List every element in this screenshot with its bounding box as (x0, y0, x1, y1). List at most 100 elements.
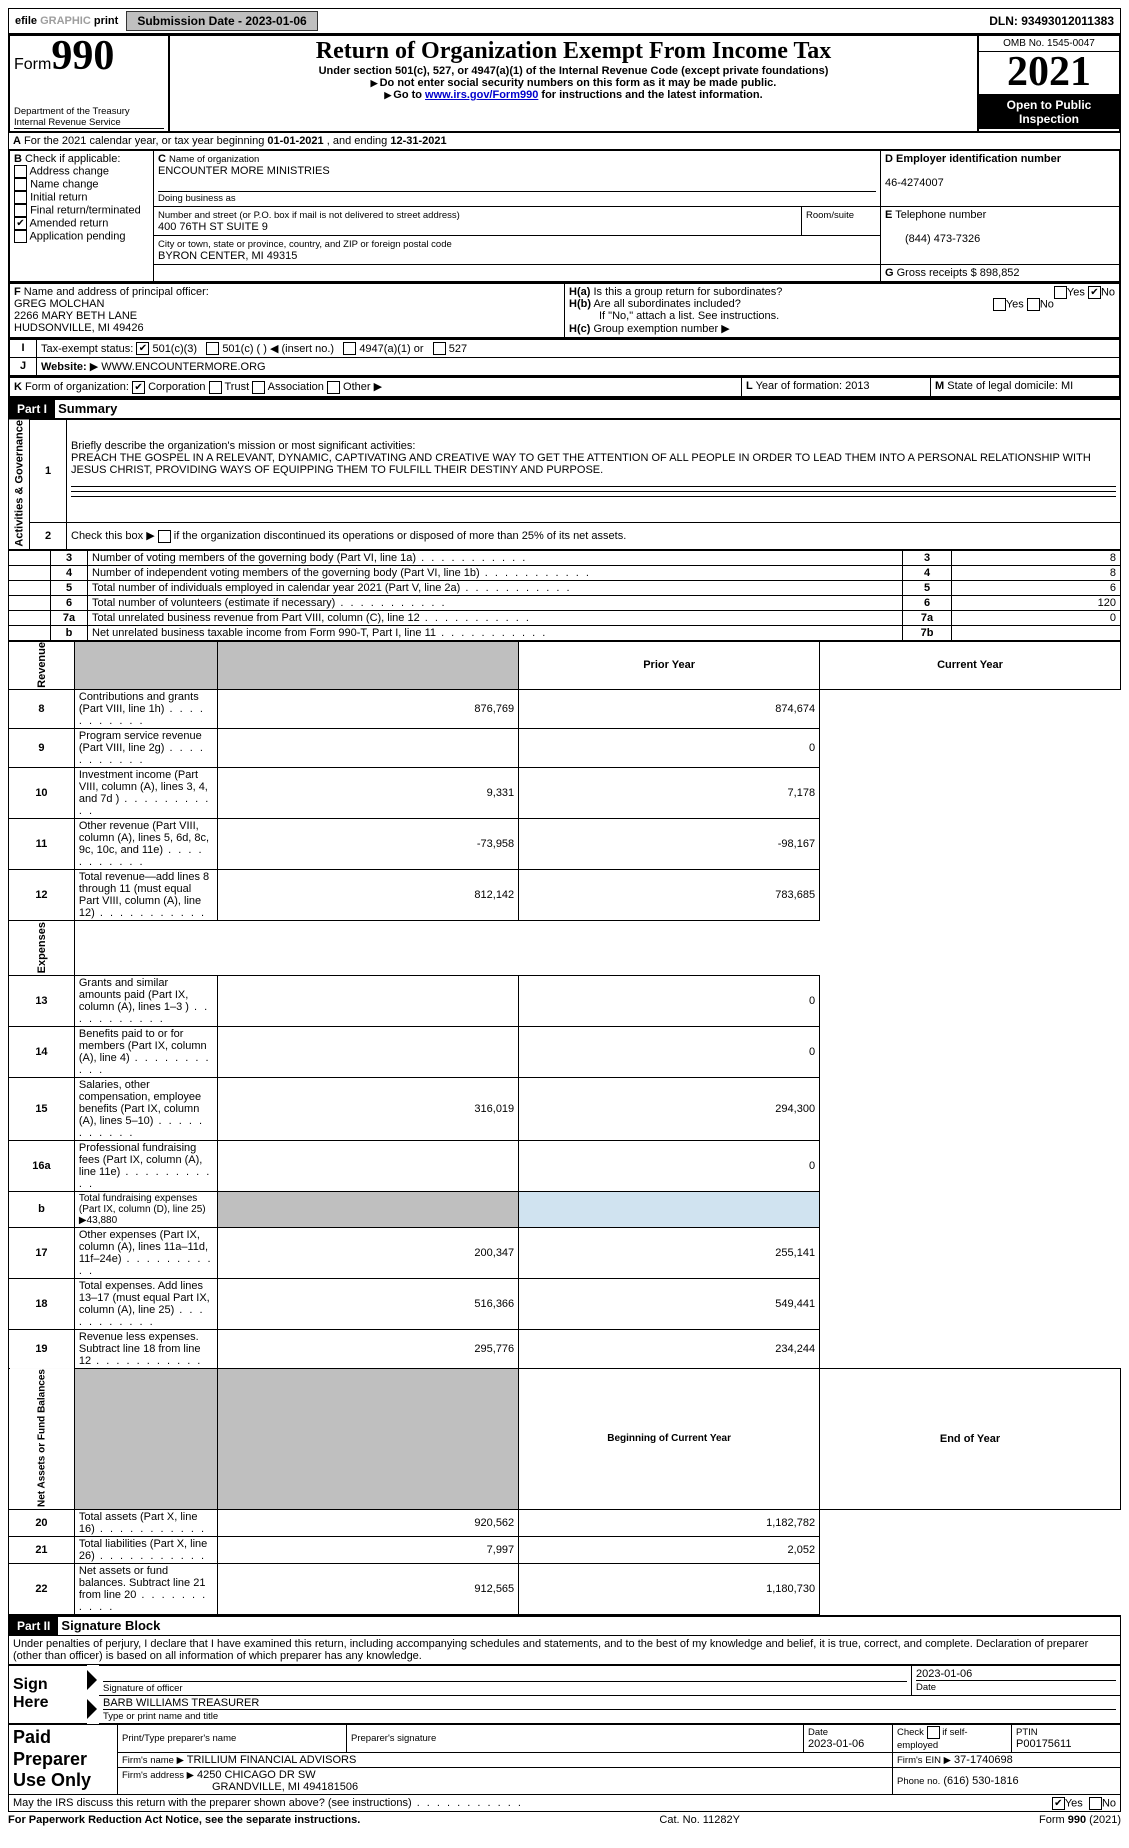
part-ii-header: Part II Signature Block (8, 1615, 1121, 1636)
telephone: (844) 473-7326 (885, 233, 980, 245)
penalty-text: Under penalties of perjury, I declare th… (8, 1636, 1121, 1665)
tax-status-table: I Tax-exempt status: ✔ 501(c)(3) 501(c) … (8, 339, 1121, 378)
checkbox-assoc[interactable] (252, 381, 265, 394)
firm-name: TRILLIUM FINANCIAL ADVISORS (187, 1754, 357, 1766)
preparer-table: Paid Preparer Use Only Print/Type prepar… (8, 1724, 1121, 1795)
checkbox-discuss-no[interactable] (1089, 1797, 1102, 1810)
gov-value-7a: 0 (952, 610, 1121, 625)
governance-lines: 3 Number of voting members of the govern… (8, 550, 1121, 641)
year-formation: 2013 (845, 380, 869, 392)
rev-prior-11: -73,958 (218, 819, 519, 870)
rev-prior-9 (218, 729, 519, 768)
form-org-table: K Form of organization: ✔ Corporation Tr… (8, 377, 1121, 398)
state-domicile: MI (1061, 380, 1073, 392)
firm-ein: 37-1740698 (954, 1754, 1013, 1766)
submission-date-button[interactable]: Submission Date - 2023-01-06 (126, 11, 317, 31)
efile-label: efile GRAPHIC print (9, 13, 124, 29)
rev-current-11: -98,167 (519, 819, 820, 870)
page-footer: For Paperwork Reduction Act Notice, see … (8, 1814, 1121, 1826)
rev-prior-12: 812,142 (218, 870, 519, 921)
gov-value-5: 6 (952, 580, 1121, 595)
checkbox-ha-no[interactable]: ✔ (1088, 286, 1101, 299)
checkbox-501c[interactable] (206, 342, 219, 355)
exp-prior-19: 295,776 (218, 1329, 519, 1368)
vert-expenses: Expenses (9, 921, 75, 975)
vert-net-assets: Net Assets or Fund Balances (9, 1368, 75, 1509)
exp-prior-16a (218, 1140, 519, 1191)
org-info-table: B Check if applicable: Address change Na… (8, 150, 1121, 283)
website: WWW.ENCOUNTERMORE.ORG (101, 361, 265, 373)
rev-current-10: 7,178 (519, 768, 820, 819)
section-a: A For the 2021 calendar year, or tax yea… (8, 133, 1121, 150)
top-bar: efile GRAPHIC print Submission Date - 20… (8, 8, 1121, 34)
form-header: Form990 Department of the Treasury Inter… (8, 34, 1121, 133)
gov-value-7b (952, 625, 1121, 640)
firm-phone: (616) 530-1816 (943, 1775, 1018, 1787)
form-number: 990 (51, 33, 114, 79)
exp-current-16a: 0 (519, 1140, 820, 1191)
checkbox-self-employed[interactable] (927, 1726, 940, 1739)
checkbox-501c3[interactable]: ✔ (136, 342, 149, 355)
officer-group-table: F Name and address of principal officer:… (8, 283, 1121, 339)
officer-name: GREG MOLCHAN (14, 298, 104, 310)
gov-value-3: 8 (952, 550, 1121, 565)
checkbox-ha-yes[interactable] (1054, 286, 1067, 299)
exp-prior-14 (218, 1026, 519, 1077)
summary-table: Activities & Governance 1 Briefly descri… (8, 419, 1121, 550)
ssn-warning: Do not enter social security numbers on … (174, 77, 973, 89)
rev-prior-8: 876,769 (218, 690, 519, 729)
checkbox-discontinued[interactable] (158, 530, 171, 543)
exp-prior-18: 516,366 (218, 1278, 519, 1329)
tax-year: 2021 (979, 51, 1119, 95)
checkbox-hb-yes[interactable] (993, 298, 1006, 311)
mission-text: PREACH THE GOSPEL IN A RELEVANT, DYNAMIC… (71, 452, 1091, 476)
checkbox-application-pending[interactable] (14, 230, 27, 243)
rev-current-9: 0 (519, 729, 820, 768)
form-title: Return of Organization Exempt From Incom… (174, 38, 973, 65)
ptin: P00175611 (1016, 1738, 1071, 1750)
discuss-row: May the IRS discuss this return with the… (8, 1795, 1121, 1812)
checkbox-initial-return[interactable] (14, 191, 27, 204)
checkbox-name-change[interactable] (14, 178, 27, 191)
rev-prior-10: 9,331 (218, 768, 519, 819)
street-address: 400 76TH ST SUITE 9 (158, 221, 268, 233)
checkbox-trust[interactable] (209, 381, 222, 394)
org-name: ENCOUNTER MORE MINISTRIES (158, 165, 330, 177)
irs-link[interactable]: www.irs.gov/Form990 (425, 89, 538, 101)
rev-current-12: 783,685 (519, 870, 820, 921)
part-i-header: Part I Summary (8, 398, 1121, 419)
gross-receipts: 898,852 (980, 267, 1020, 279)
checkbox-4947[interactable] (343, 342, 356, 355)
exp-current-19: 234,244 (519, 1329, 820, 1368)
exp-current-15: 294,300 (519, 1077, 820, 1140)
checkbox-corp[interactable]: ✔ (132, 381, 145, 394)
checkbox-amended-return[interactable]: ✔ (14, 217, 27, 230)
checkbox-hb-no[interactable] (1027, 298, 1040, 311)
exp-prior-13 (218, 975, 519, 1026)
net-begin-20: 920,562 (218, 1509, 519, 1536)
checkbox-527[interactable] (433, 342, 446, 355)
checkbox-other[interactable] (327, 381, 340, 394)
exp-current-14: 0 (519, 1026, 820, 1077)
net-begin-21: 7,997 (218, 1536, 519, 1563)
open-public-badge: Open to Public Inspection (979, 95, 1119, 129)
sig-date: 2023-01-06 (916, 1668, 972, 1680)
form-subtitle: Under section 501(c), 527, or 4947(a)(1)… (174, 65, 973, 77)
net-end-20: 1,182,782 (519, 1509, 820, 1536)
exp-prior-15: 316,019 (218, 1077, 519, 1140)
checkbox-discuss-yes[interactable]: ✔ (1052, 1797, 1065, 1810)
gov-value-6: 120 (952, 595, 1121, 610)
city-state-zip: BYRON CENTER, MI 49315 (158, 250, 297, 262)
dept-treasury: Department of the Treasury (14, 106, 164, 117)
checkbox-final-return[interactable] (14, 204, 27, 217)
ein: 46-4274007 (885, 177, 944, 189)
irs-label: Internal Revenue Service (14, 117, 164, 129)
officer-name-title: BARB WILLIAMS TREASURER (103, 1697, 259, 1709)
gov-value-4: 8 (952, 565, 1121, 580)
vert-revenue: Revenue (9, 641, 75, 690)
exp-current-13: 0 (519, 975, 820, 1026)
signature-arrow-icon-2 (87, 1699, 97, 1719)
exp-current-18: 549,441 (519, 1278, 820, 1329)
checkbox-address-change[interactable] (14, 165, 27, 178)
dln-label: DLN: 93493012011383 (983, 12, 1120, 30)
